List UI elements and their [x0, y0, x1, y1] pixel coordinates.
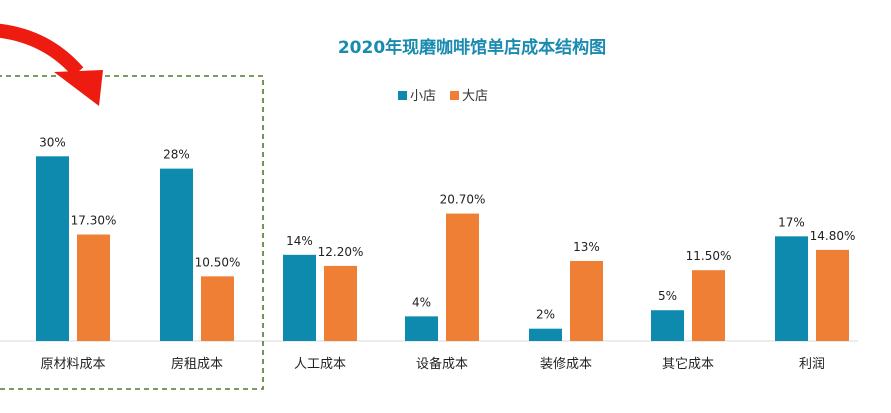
bar-small-0: [36, 156, 69, 341]
bar-large-5: [692, 270, 725, 341]
bar-large-6: [816, 249, 849, 341]
category-label-1: 房租成本: [171, 356, 223, 372]
category-label-5: 其它成本: [662, 356, 714, 372]
data-label-small-0: 30%: [39, 135, 66, 149]
red-arrow-icon: [0, 23, 103, 106]
bar-small-6: [775, 236, 808, 341]
data-label-large-2: 12.20%: [318, 245, 364, 259]
data-label-large-6: 14.80%: [810, 229, 856, 243]
category-label-0: 原材料成本: [40, 357, 105, 372]
arrow-head: [54, 70, 103, 106]
legend: 小店 大店: [398, 89, 488, 104]
legend-label-large-store: 大店: [462, 89, 488, 104]
data-label-small-2: 14%: [286, 234, 313, 248]
chart-title: 2020年现磨咖啡馆单店成本结构图: [338, 37, 606, 58]
category-label-2: 人工成本: [294, 357, 346, 372]
data-label-small-3: 4%: [412, 295, 431, 309]
data-label-large-0: 17.30%: [71, 213, 117, 227]
category-label-4: 装修成本: [540, 357, 592, 372]
bar-large-0: [77, 234, 110, 341]
legend-swatch-small-store: [398, 91, 407, 100]
category-labels: 原材料成本 房租成本 人工成本 设备成本 装修成本 其它成本 利润: [40, 356, 825, 372]
bar-large-2: [324, 265, 357, 341]
bar-large-1: [201, 276, 234, 341]
legend-label-small-store: 小店: [410, 89, 436, 104]
category-label-3: 设备成本: [416, 356, 468, 372]
bar-small-2: [283, 254, 316, 341]
data-label-small-4: 2%: [536, 308, 555, 322]
arrow-shaft: [0, 23, 84, 77]
category-label-6: 利润: [799, 357, 825, 372]
data-label-small-5: 5%: [658, 289, 677, 303]
bars: [36, 156, 849, 341]
data-label-small-6: 17%: [778, 215, 805, 229]
bar-large-3: [446, 213, 479, 341]
data-label-large-5: 11.50%: [686, 249, 732, 263]
bar-small-3: [405, 316, 438, 341]
data-label-large-1: 10.50%: [195, 255, 241, 269]
bar-small-5: [651, 310, 684, 341]
legend-swatch-large-store: [450, 91, 459, 100]
highlight-box: [0, 75, 264, 390]
data-label-large-3: 20.70%: [440, 193, 486, 207]
bar-large-4: [570, 260, 603, 341]
data-label-large-4: 13%: [573, 240, 600, 254]
data-label-small-1: 28%: [163, 148, 190, 162]
bar-small-1: [160, 168, 193, 341]
bar-small-4: [529, 328, 562, 341]
data-labels: 30% 17.30% 28% 10.50% 14% 12.20% 4% 20.70% 2% 13%…: [39, 135, 855, 321]
